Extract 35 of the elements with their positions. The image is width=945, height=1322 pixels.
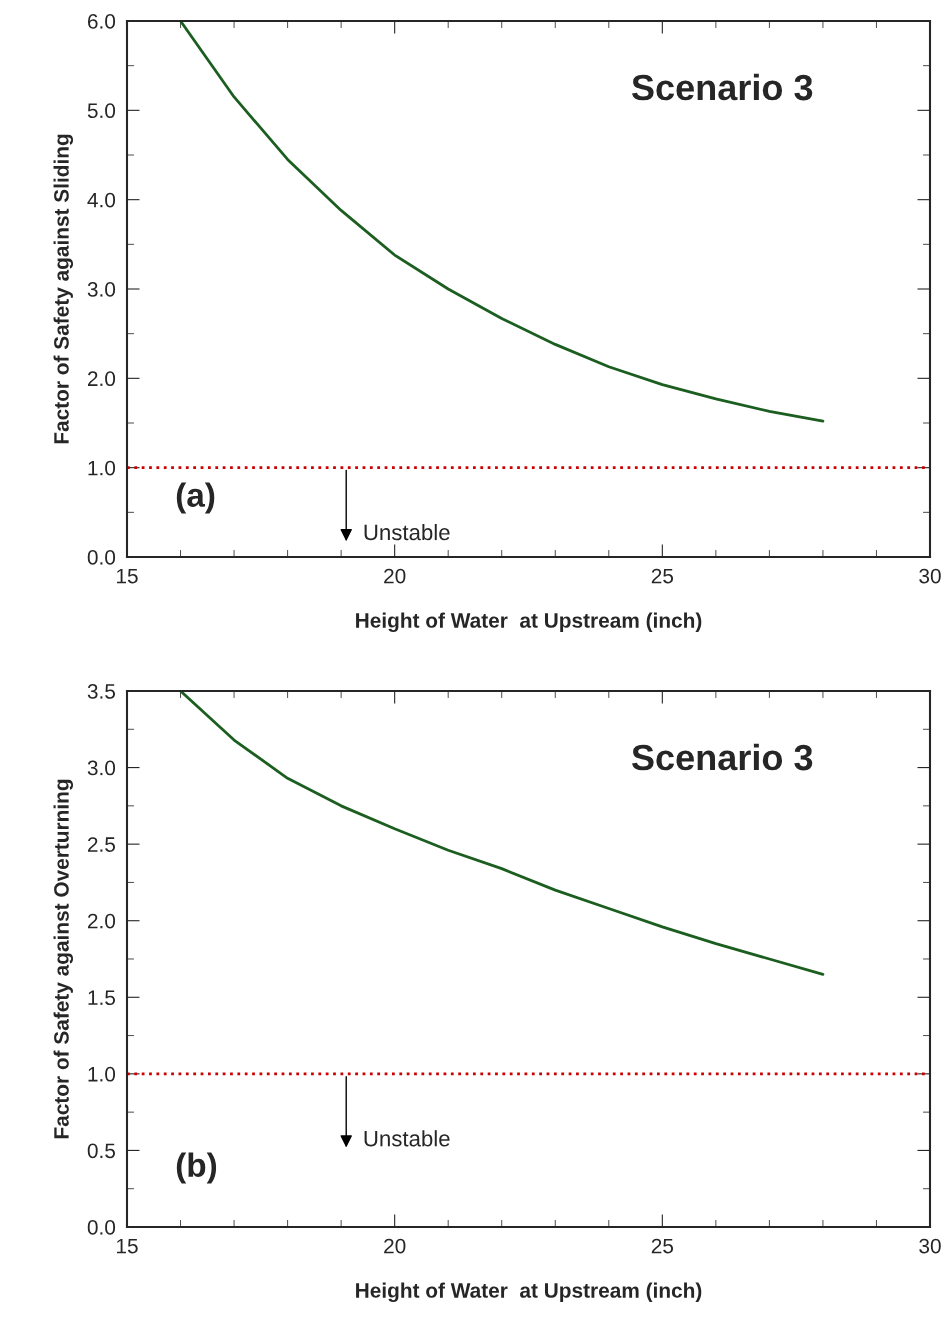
annotation: Scenario 3: [631, 73, 813, 101]
y-tick-label: 3.0: [87, 760, 116, 776]
y-tick-label: 2.0: [87, 371, 116, 387]
y-tick-label: 5.0: [87, 103, 116, 119]
x-tick-label: 30: [919, 568, 941, 584]
y-tick-label: 3.0: [87, 282, 116, 297]
y-tick-label: 1.5: [88, 990, 116, 1006]
line-series: [179, 691, 825, 976]
y-tick-label: 2.5: [87, 837, 116, 852]
y-tick-label: 1.0: [88, 1066, 116, 1082]
x-tick-label: 25: [651, 1238, 674, 1254]
y-tick-label: 0.0: [87, 550, 116, 565]
x-axis-title: Height of Water at Upstream (inch): [356, 1282, 702, 1303]
y-tick-label: 4.0: [87, 192, 116, 208]
y-tick-label: 3.5: [87, 684, 116, 699]
annotation: (b): [176, 1152, 217, 1184]
annotation: Unstable: [364, 1130, 450, 1147]
x-tick-label: 30: [919, 1238, 941, 1254]
x-tick-label: 15: [117, 1238, 138, 1254]
x-tick-label: 20: [384, 1238, 406, 1254]
annotation: Scenario 3: [631, 743, 813, 771]
x-tick-label: 25: [651, 568, 674, 584]
x-tick-label: 20: [384, 568, 406, 584]
x-tick-label: 15: [117, 568, 138, 584]
annotation: (a): [176, 482, 215, 514]
y-axis-title: Factor of Safety against Overturning: [53, 779, 74, 1139]
line-series: [179, 21, 825, 423]
y-tick-label: 6.0: [87, 14, 116, 29]
annotation: Unstable: [364, 523, 450, 541]
y-tick-label: 1.0: [88, 460, 116, 476]
y-axis-title: Factor of Safety against Sliding: [53, 134, 74, 444]
y-tick-label: 0.5: [87, 1143, 116, 1159]
y-tick-label: 0.0: [87, 1220, 116, 1235]
x-axis-title: Height of Water at Upstream (inch): [356, 612, 702, 633]
y-tick-label: 2.0: [87, 913, 116, 929]
